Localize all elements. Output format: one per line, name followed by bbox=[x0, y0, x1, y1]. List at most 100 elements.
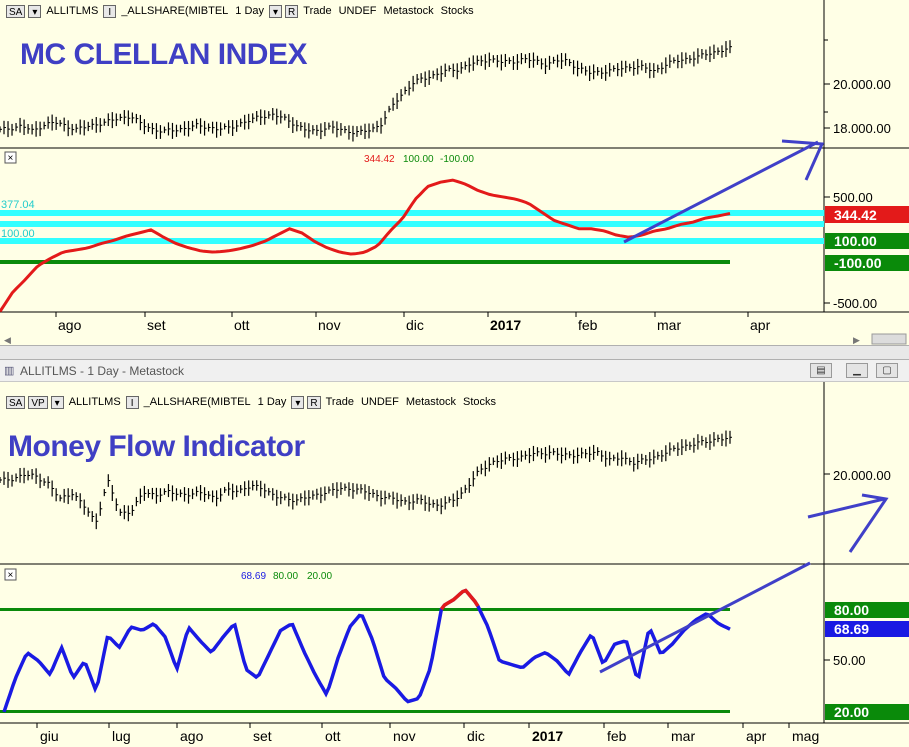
badge-lower-level-text: -100.00 bbox=[834, 255, 882, 271]
compare-symbol-label[interactable]: _ALLSHARE(MIBTEL bbox=[143, 396, 251, 408]
month-label-set: set bbox=[147, 317, 166, 333]
chart-toolbar: SA VP ▾ ALLITLMS I _ALLSHARE(MIBTEL 1 Da… bbox=[6, 394, 498, 410]
period-label[interactable]: 1 Day bbox=[257, 396, 287, 408]
month-label-ott: ott bbox=[325, 728, 341, 744]
indicator-tick-500: 500.00 bbox=[833, 190, 873, 205]
badge-current-value bbox=[825, 206, 909, 223]
trend-arrow-lower-line bbox=[599, 561, 811, 674]
month-label-ott: ott bbox=[234, 317, 250, 333]
indicator-readout-upper: 80.00 bbox=[273, 571, 298, 582]
badge-upper-level-text: 80.00 bbox=[834, 602, 869, 618]
chart-window-icon: ▥ bbox=[4, 365, 15, 377]
mcclellan-chart-window: SA ▾ ALLITLMS I _ALLSHARE(MIBTEL 1 Day ▾… bbox=[0, 0, 909, 345]
dropdown-arrow-icon[interactable]: ▾ bbox=[28, 4, 42, 18]
chart-toolbar: SA ▾ ALLITLMS I _ALLSHARE(MIBTEL 1 Day ▾… bbox=[6, 3, 476, 19]
month-label-nov: nov bbox=[318, 317, 341, 333]
mfi-chart-window: ▥ ALLITLMS - 1 Day - Metastock ▤ ▁ ▢ SA … bbox=[0, 360, 909, 747]
price-tick-20000: 20.000.00 bbox=[833, 77, 891, 92]
indicator-readout-value: 68.69 bbox=[241, 571, 266, 582]
horizontal-scrollbar-thumb[interactable] bbox=[871, 333, 907, 345]
source-label: Metastock bbox=[405, 396, 456, 408]
month-label-giu: giu bbox=[40, 728, 59, 744]
month-axis: ago set ott nov dic 2017 feb mar apr bbox=[55, 312, 771, 333]
scroll-left-icon[interactable]: ◀ bbox=[4, 335, 11, 345]
r-button[interactable]: R bbox=[285, 4, 299, 18]
window-separator bbox=[0, 345, 909, 360]
indicator-readout-value: 344.42 bbox=[364, 154, 395, 165]
lower-level-line bbox=[0, 260, 730, 264]
selected-band-2 bbox=[0, 221, 824, 227]
trend-arrow-upper-head bbox=[848, 493, 889, 553]
badge-current-value-text: 68.69 bbox=[834, 621, 869, 637]
interval-button[interactable]: I bbox=[125, 395, 139, 409]
badge-current-value bbox=[825, 621, 909, 637]
indicator-readout-lower: -100.00 bbox=[440, 154, 474, 165]
indicator-readout-lower: 20.00 bbox=[307, 571, 332, 582]
month-label-lug: lug bbox=[112, 728, 131, 744]
month-label-apr: apr bbox=[746, 728, 767, 744]
window-menu-icon[interactable]: ▤ bbox=[810, 363, 832, 378]
symbol-label[interactable]: ALLITLMS bbox=[46, 5, 99, 17]
undef-label: UNDEF bbox=[338, 5, 377, 17]
source-label: Metastock bbox=[383, 5, 434, 17]
close-indicator-icon[interactable] bbox=[4, 568, 17, 581]
month-axis: giu lug ago set ott nov dic 2017 feb mar… bbox=[36, 723, 819, 744]
window-title: ALLITLMS - 1 Day - Metastock bbox=[20, 364, 185, 378]
trend-arrow-head bbox=[781, 139, 825, 181]
security-type-label: Stocks bbox=[462, 396, 496, 408]
sa-button[interactable]: SA bbox=[6, 395, 26, 409]
badge-current-value-text: 344.42 bbox=[834, 207, 877, 223]
badge-lower-level bbox=[825, 704, 909, 720]
period-dropdown-icon[interactable]: ▾ bbox=[291, 395, 305, 409]
period-label[interactable]: 1 Day bbox=[235, 5, 265, 17]
chart-title: Money Flow Indicator bbox=[8, 430, 305, 463]
badge-upper-level bbox=[825, 233, 909, 249]
sa-button[interactable]: SA bbox=[6, 4, 26, 18]
month-label-mar: mar bbox=[671, 728, 695, 744]
mcclellan-chart-svg: × 344.42 100.00 -100.00 377.04 100.00 20… bbox=[0, 0, 909, 345]
month-label-ago: ago bbox=[58, 317, 82, 333]
lower-level-line bbox=[0, 710, 730, 713]
trend-arrow-line bbox=[623, 140, 819, 244]
undef-label: UNDEF bbox=[360, 396, 399, 408]
interval-button[interactable]: I bbox=[103, 4, 117, 18]
month-label-set: set bbox=[253, 728, 272, 744]
month-label-mag: mag bbox=[792, 728, 819, 744]
trend-arrow-upper-line bbox=[807, 497, 885, 519]
badge-upper-level bbox=[825, 602, 909, 618]
upper-level-line bbox=[0, 608, 730, 611]
period-dropdown-icon[interactable]: ▾ bbox=[269, 4, 283, 18]
close-indicator-icon[interactable] bbox=[4, 151, 17, 164]
left-level-label-1: 377.04 bbox=[1, 199, 35, 211]
price-tick-18000: 18.000.00 bbox=[833, 121, 891, 136]
window-titlebar[interactable]: ▥ ALLITLMS - 1 Day - Metastock ▤ ▁ ▢ bbox=[0, 360, 909, 382]
r-button[interactable]: R bbox=[307, 395, 321, 409]
minimize-icon[interactable]: ▁ bbox=[846, 363, 868, 378]
symbol-label[interactable]: ALLITLMS bbox=[68, 396, 121, 408]
badge-lower-level bbox=[825, 255, 909, 271]
indicator-tick-50: 50.00 bbox=[833, 653, 866, 668]
mfi-line bbox=[2, 588, 731, 713]
restore-icon[interactable]: ▢ bbox=[876, 363, 898, 378]
selected-band-1 bbox=[0, 210, 824, 216]
scroll-right-icon[interactable]: ▶ bbox=[853, 335, 860, 345]
month-label-2017: 2017 bbox=[532, 728, 563, 744]
security-type-label: Stocks bbox=[440, 5, 474, 17]
vp-button[interactable]: VP bbox=[28, 395, 48, 409]
indicator-readout-upper: 100.00 bbox=[403, 154, 434, 165]
close-x-glyph: × bbox=[8, 153, 14, 164]
trade-label: Trade bbox=[325, 396, 354, 408]
compare-symbol-label[interactable]: _ALLSHARE(MIBTEL bbox=[121, 5, 229, 17]
left-level-label-2: 100.00 bbox=[1, 228, 35, 240]
badge-upper-level-text: 100.00 bbox=[834, 233, 877, 249]
mcclellan-line bbox=[0, 178, 731, 313]
price-tick-20000: 20.000.00 bbox=[833, 468, 891, 483]
dropdown-arrow-icon[interactable]: ▾ bbox=[50, 395, 64, 409]
month-label-2017: 2017 bbox=[490, 317, 521, 333]
month-label-feb: feb bbox=[607, 728, 627, 744]
month-label-apr: apr bbox=[750, 317, 771, 333]
price-bars bbox=[0, 40, 732, 142]
selected-band-3 bbox=[0, 238, 824, 244]
badge-lower-level-text: 20.00 bbox=[834, 704, 869, 720]
chart-title: MC CLELLAN INDEX bbox=[20, 38, 308, 71]
